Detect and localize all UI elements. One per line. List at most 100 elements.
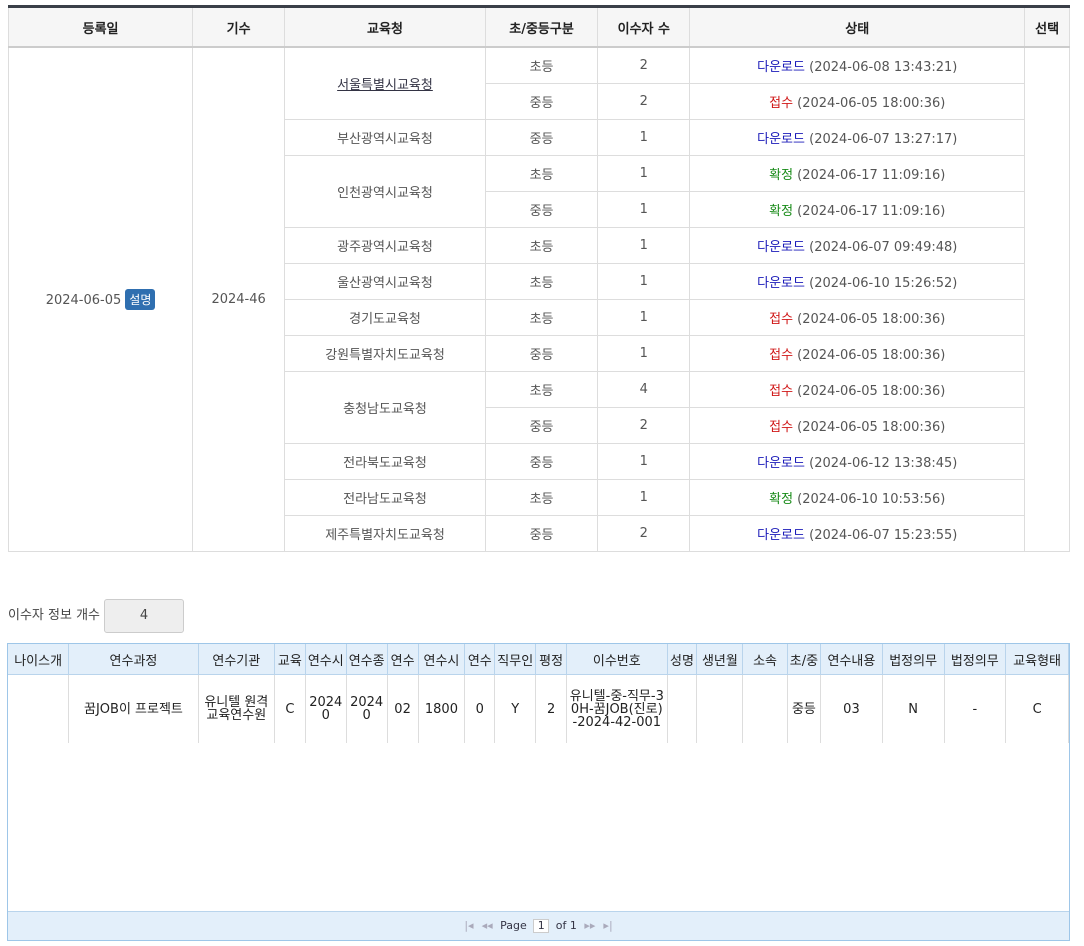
status[interactable]: 다운로드 xyxy=(757,132,805,147)
office-cell: 전라남도교육청 xyxy=(284,479,486,516)
status-cell: 접수 (2024-06-05 18:00:36) xyxy=(689,407,1026,444)
status-time: (2024-06-05 18:00:36) xyxy=(797,348,946,363)
last-page-icon[interactable]: ▸| xyxy=(603,919,613,932)
count-cell: 1 xyxy=(597,191,691,228)
status-time: (2024-06-05 18:00:36) xyxy=(797,384,946,399)
page-input[interactable]: 1 xyxy=(533,919,550,933)
level-cell: 중등 xyxy=(484,83,599,120)
count-cell: 4 xyxy=(597,371,691,408)
status-time: (2024-06-07 09:49:48) xyxy=(809,240,958,255)
status-time: (2024-06-17 11:09:16) xyxy=(797,168,946,183)
office-cell: 울산광역시교육청 xyxy=(284,263,486,300)
status: 접수 xyxy=(769,420,794,435)
grid-cell: 03 xyxy=(820,674,883,743)
grid-header: 직무인 xyxy=(494,644,537,675)
status[interactable]: 다운로드 xyxy=(757,60,805,75)
level-cell: 중등 xyxy=(484,443,599,480)
status-time: (2024-06-07 13:27:17) xyxy=(809,132,958,147)
level-cell: 중등 xyxy=(484,119,599,156)
level-cell: 초등 xyxy=(484,227,599,264)
status[interactable]: 다운로드 xyxy=(757,276,805,291)
status: 확정 xyxy=(769,492,794,507)
count-cell: 2 xyxy=(597,407,691,444)
status: 접수 xyxy=(769,96,794,111)
column-header: 기수 xyxy=(192,6,286,48)
status-cell: 접수 (2024-06-05 18:00:36) xyxy=(689,371,1026,408)
status[interactable]: 다운로드 xyxy=(757,456,805,471)
level-cell: 중등 xyxy=(484,335,599,372)
grid-header: 생년월 xyxy=(696,644,744,675)
column-header: 상태 xyxy=(689,6,1026,48)
office-name: 전라북도교육청 xyxy=(343,456,427,471)
level-cell: 초등 xyxy=(484,479,599,516)
status-cell: 다운로드 (2024-06-07 15:23:55) xyxy=(689,515,1026,552)
grid-header: 연수기관 xyxy=(198,644,275,675)
grid-header: 연수 xyxy=(387,644,419,675)
grid-header: 교육 xyxy=(274,644,306,675)
status: 확정 xyxy=(769,168,794,183)
grid-header: 연수시 xyxy=(418,644,466,675)
grid-header: 소속 xyxy=(742,644,788,675)
level-cell: 중등 xyxy=(484,407,599,444)
grid-cell: 2 xyxy=(535,674,568,743)
office-name: 광주광역시교육청 xyxy=(337,240,433,255)
row: 전라북도교육청 중등 1 다운로드 (2024-06-12 13:38:45) xyxy=(9,443,1070,480)
grid-header: 나이스개 xyxy=(8,644,70,675)
status-time: (2024-06-05 18:00:36) xyxy=(797,312,946,327)
office-cell: 서울특별시교육청 xyxy=(284,46,486,120)
count-cell: 1 xyxy=(597,119,691,156)
office-name: 충청남도교육청 xyxy=(343,402,427,417)
next-page-icon[interactable]: ▸▸ xyxy=(584,919,596,932)
office-name[interactable]: 서울특별시교육청 xyxy=(337,78,433,93)
status: 접수 xyxy=(769,312,794,327)
status-time: (2024-06-17 11:09:16) xyxy=(797,204,946,219)
office-name: 부산광역시교육청 xyxy=(337,132,433,147)
count-cell: 1 xyxy=(597,335,691,372)
row: 제주특별자치도교육청 중등 2 다운로드 (2024-06-07 15:23:55) xyxy=(9,515,1070,552)
office-cell: 강원특별자치도교육청 xyxy=(284,335,486,372)
column-header: 선택 xyxy=(1024,6,1070,48)
grid-cell: C xyxy=(274,674,306,743)
status[interactable]: 다운로드 xyxy=(757,528,805,543)
grid-cell xyxy=(667,674,698,743)
status: 접수 xyxy=(769,384,794,399)
grid-cell: - xyxy=(944,674,1007,743)
grid-cell: 20240 xyxy=(346,674,388,743)
page-of: of 1 xyxy=(555,919,577,932)
row: 전라남도교육청 초등 1 확정 (2024-06-10 10:53:56) xyxy=(9,479,1070,516)
info-count-box: 4 xyxy=(104,599,184,633)
office-cell: 광주광역시교육청 xyxy=(284,227,486,264)
row: 충청남도교육청 초등 4 접수 (2024-06-05 18:00:36) xyxy=(9,371,1070,444)
level-cell: 초등 xyxy=(484,371,599,408)
status-time: (2024-06-08 13:43:21) xyxy=(809,60,958,75)
row: 중등 1 확정 (2024-06-17 11:09:16) xyxy=(9,191,1070,228)
office-cell: 제주특별자치도교육청 xyxy=(284,515,486,552)
count-cell: 2 xyxy=(597,83,691,120)
description-badge[interactable]: 설명 xyxy=(125,289,156,310)
row: 부산광역시교육청 중등 1 다운로드 (2024-06-07 13:27:17) xyxy=(9,119,1070,156)
status[interactable]: 다운로드 xyxy=(757,240,805,255)
grid-header: 연수시 xyxy=(305,644,347,675)
status-time: (2024-06-05 18:00:36) xyxy=(797,420,946,435)
first-page-icon[interactable]: |◂ xyxy=(464,919,474,932)
row: 중등 2 접수 (2024-06-05 18:00:36) xyxy=(9,407,1070,444)
row: 중등 2 접수 (2024-06-05 18:00:36) xyxy=(9,83,1070,120)
row: 경기도교육청 초등 1 접수 (2024-06-05 18:00:36) xyxy=(9,299,1070,336)
grid-header: 연수내용 xyxy=(820,644,883,675)
office-cell: 경기도교육청 xyxy=(284,299,486,336)
grid-cell xyxy=(742,674,788,743)
registered-date: 2024-06-05 xyxy=(45,293,122,308)
info-count-label: 이수자 정보 개수 xyxy=(8,608,100,623)
grid-header: 이수번호 xyxy=(566,644,668,675)
count-cell: 1 xyxy=(597,299,691,336)
grid-cell: 중등 xyxy=(787,674,822,743)
grid-cell: 유니텔 원격 교육연수원 xyxy=(198,674,275,743)
level-cell: 중등 xyxy=(484,515,599,552)
summary-table: 등록일 기수 교육청 초/중등구분 이수자 수 상태 선택 2024-06-05 설명 2024-… xyxy=(7,5,1070,552)
pager: |◂ ◂◂ Page 1 of 1 ▸▸ ▸| xyxy=(8,911,1069,940)
level-cell: 초등 xyxy=(484,46,599,84)
grid-cell: 02 xyxy=(387,674,419,743)
column-header: 초/중등구분 xyxy=(484,6,599,48)
prev-page-icon[interactable]: ◂◂ xyxy=(481,919,493,932)
